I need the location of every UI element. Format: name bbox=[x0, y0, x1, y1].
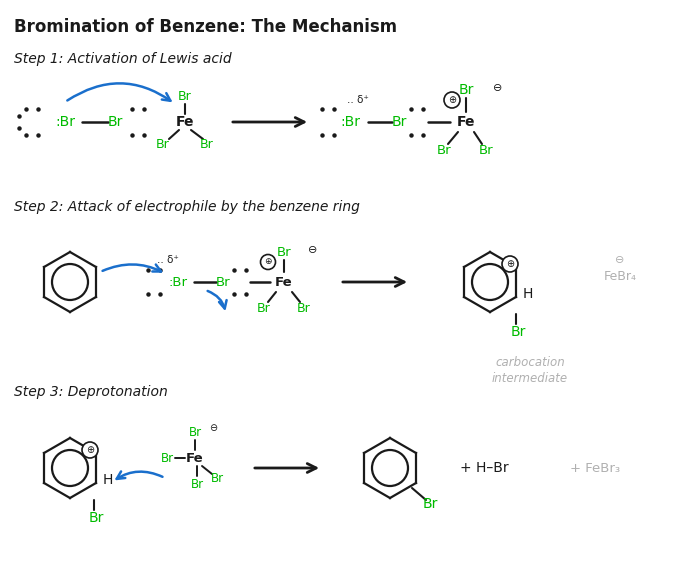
Text: Fe: Fe bbox=[186, 451, 204, 464]
Text: ⊖: ⊖ bbox=[308, 245, 318, 255]
Text: Br: Br bbox=[211, 471, 223, 485]
Text: Bromination of Benzene: The Mechanism: Bromination of Benzene: The Mechanism bbox=[14, 18, 397, 36]
Text: Br: Br bbox=[458, 83, 474, 97]
Text: ⊖: ⊖ bbox=[615, 255, 624, 265]
Text: Br: Br bbox=[276, 245, 291, 258]
Text: + FeBr₃: + FeBr₃ bbox=[570, 462, 620, 474]
Text: ⊖: ⊖ bbox=[494, 83, 503, 93]
Text: Fe: Fe bbox=[275, 275, 293, 288]
Text: ⊕: ⊕ bbox=[265, 257, 272, 267]
Text: carbocation: carbocation bbox=[495, 355, 565, 369]
Text: Fe: Fe bbox=[456, 115, 475, 129]
Text: Br: Br bbox=[188, 425, 202, 439]
Text: Step 1: Activation of Lewis acid: Step 1: Activation of Lewis acid bbox=[14, 52, 232, 66]
Text: FeBr₄: FeBr₄ bbox=[603, 269, 636, 283]
Text: Br: Br bbox=[160, 451, 174, 464]
Text: :Br: :Br bbox=[340, 115, 360, 129]
Text: ⊕: ⊕ bbox=[86, 445, 94, 455]
Text: ⊕: ⊕ bbox=[448, 95, 456, 105]
Text: .. δ⁺: .. δ⁺ bbox=[347, 95, 369, 105]
Circle shape bbox=[260, 254, 276, 269]
Text: :Br: :Br bbox=[168, 275, 187, 288]
Text: Br: Br bbox=[422, 497, 438, 511]
Text: ⊖: ⊖ bbox=[209, 423, 217, 433]
Text: Br: Br bbox=[257, 302, 271, 314]
Text: Br: Br bbox=[479, 144, 493, 156]
Circle shape bbox=[444, 92, 460, 108]
Text: .. δ⁺: .. δ⁺ bbox=[157, 255, 179, 265]
Text: Br: Br bbox=[108, 115, 123, 129]
Text: intermediate: intermediate bbox=[492, 372, 568, 384]
Text: Br: Br bbox=[178, 89, 192, 103]
Text: Br: Br bbox=[190, 478, 204, 490]
Text: Br: Br bbox=[156, 137, 170, 151]
Circle shape bbox=[502, 256, 518, 272]
Text: Step 3: Deprotonation: Step 3: Deprotonation bbox=[14, 385, 168, 399]
Text: :Br: :Br bbox=[55, 115, 75, 129]
Circle shape bbox=[82, 442, 98, 458]
Text: Br: Br bbox=[297, 302, 311, 314]
Text: Fe: Fe bbox=[176, 115, 195, 129]
Text: ⊕: ⊕ bbox=[506, 259, 514, 269]
Text: Br: Br bbox=[510, 325, 526, 339]
Text: Br: Br bbox=[200, 137, 214, 151]
Text: Step 2: Attack of electrophile by the benzene ring: Step 2: Attack of electrophile by the be… bbox=[14, 200, 360, 214]
Text: Br: Br bbox=[88, 511, 104, 525]
Text: + H–Br: + H–Br bbox=[460, 461, 509, 475]
Text: Br: Br bbox=[392, 115, 407, 129]
Text: H: H bbox=[103, 473, 113, 487]
Text: H: H bbox=[523, 287, 533, 301]
Text: Br: Br bbox=[437, 144, 452, 156]
Text: Br: Br bbox=[216, 275, 230, 288]
